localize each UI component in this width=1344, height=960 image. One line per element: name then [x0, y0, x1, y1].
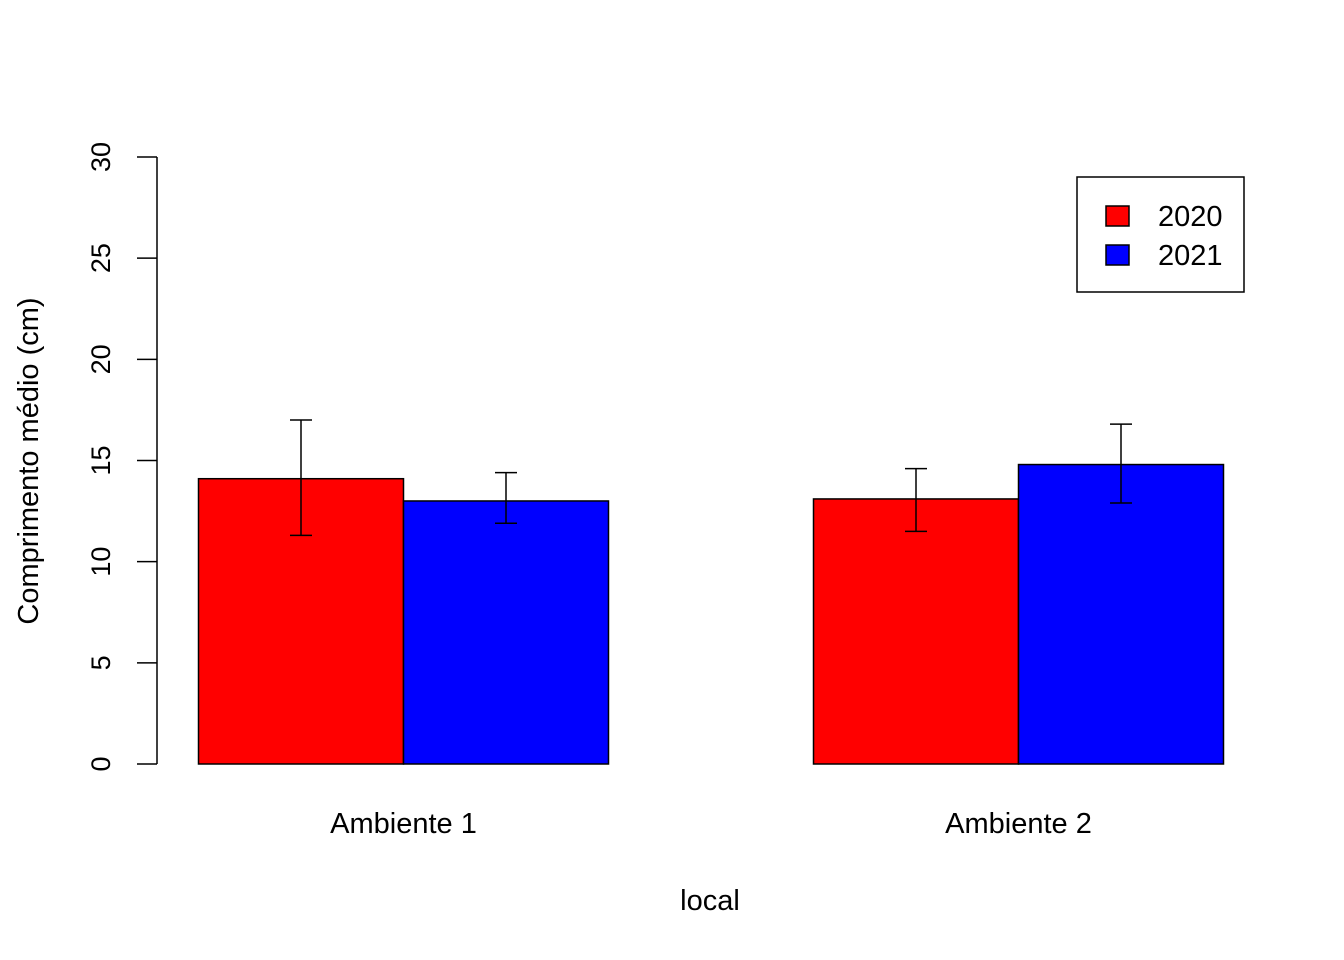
bar: [402, 500, 610, 765]
legend-box: [1076, 176, 1245, 293]
legend: 2020 2021: [1076, 176, 1245, 293]
y-axis: 0 5 10 15 20 25 30: [86, 142, 158, 772]
legend-label: 2020: [1158, 201, 1223, 233]
x-tick-label: Ambiente 2: [945, 808, 1092, 840]
y-tick-label: 0: [86, 756, 116, 771]
x-axis-labels: Ambiente 1 Ambiente 2: [330, 808, 1092, 840]
y-tick-label: 5: [86, 655, 116, 670]
y-tick-label: 30: [86, 142, 116, 172]
bars: [197, 463, 1225, 765]
x-tick-label: Ambiente 1: [330, 808, 477, 840]
y-tick-label: 15: [86, 445, 116, 475]
x-axis-title: local: [680, 885, 740, 917]
error-bars: [290, 419, 1132, 537]
y-tick-label: 10: [86, 547, 116, 577]
y-tick-label: 20: [86, 344, 116, 374]
y-axis-title: Comprimento médio (cm): [13, 297, 45, 624]
legend-swatch: [1105, 244, 1130, 266]
bar: [812, 498, 1020, 765]
legend-label: 2021: [1158, 240, 1223, 272]
y-tick-label: 25: [86, 243, 116, 273]
legend-swatch: [1105, 205, 1130, 227]
bar: [1017, 463, 1225, 765]
